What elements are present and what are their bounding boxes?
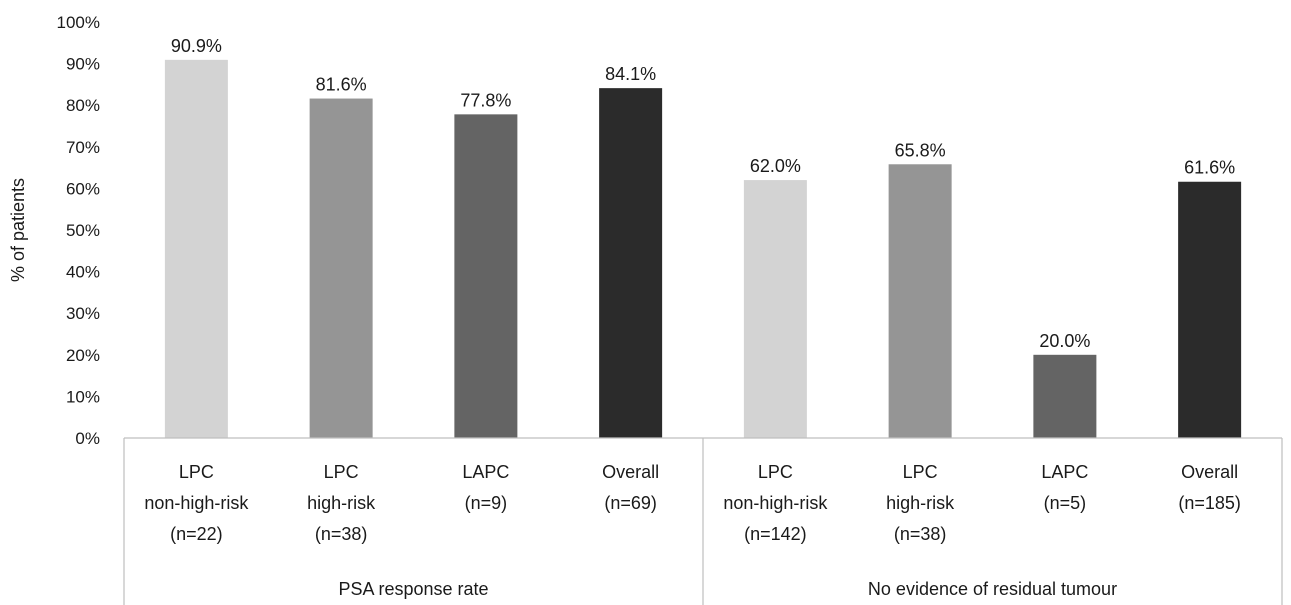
group-label: No evidence of residual tumour <box>868 579 1117 599</box>
bar <box>309 98 373 438</box>
y-tick-label: 80% <box>66 96 100 115</box>
bar <box>888 164 952 438</box>
y-tick-label: 70% <box>66 138 100 157</box>
bar <box>1033 354 1097 438</box>
bar <box>1178 181 1242 438</box>
bar <box>164 59 228 439</box>
category-labels: LPC non-high-risk (n=22) LPC high-risk (n=38)… <box>144 462 1241 544</box>
y-tick-label: 40% <box>66 263 100 282</box>
category-label: LAPC (n=9) <box>462 462 509 513</box>
category-label: LPC high-risk (n=38) <box>307 462 376 544</box>
category-label-line: Overall <box>1181 462 1238 482</box>
bar <box>599 88 663 439</box>
category-label-line: LAPC <box>462 462 509 482</box>
category-label: LPC non-high-risk (n=142) <box>723 462 828 544</box>
axes <box>123 437 1283 605</box>
y-tick-label: 10% <box>66 387 100 406</box>
category-label-line: Overall <box>602 462 659 482</box>
y-tick-label: 20% <box>66 346 100 365</box>
category-label: LPC high-risk (n=38) <box>886 462 955 544</box>
data-label: 20.0% <box>1039 331 1090 351</box>
data-label: 65.8% <box>895 140 946 160</box>
bar <box>454 114 518 439</box>
category-label-line: (n=9) <box>465 493 508 513</box>
category-label-line: (n=142) <box>744 524 807 544</box>
data-label: 81.6% <box>316 75 367 95</box>
y-axis-ticks: 0% 10% 20% 30% 40% 50% 60% 70% 80% 90% 100% <box>57 13 100 448</box>
data-labels: 90.9% 81.6% 77.8% 84.1% 62.0% 65.8% 20.0% 61.6% <box>171 36 1235 351</box>
data-label: 84.1% <box>605 64 656 84</box>
category-label-line: (n=185) <box>1178 493 1241 513</box>
category-label-line: high-risk <box>307 493 376 513</box>
category-label-line: (n=38) <box>894 524 947 544</box>
data-label: 61.6% <box>1184 158 1235 178</box>
category-label-line: non-high-risk <box>723 493 828 513</box>
y-tick-label: 90% <box>66 55 100 74</box>
category-label-line: LAPC <box>1041 462 1088 482</box>
data-label: 62.0% <box>750 156 801 176</box>
category-label: Overall (n=69) <box>602 462 659 513</box>
y-axis-label: % of patients <box>8 178 28 282</box>
group-label: PSA response rate <box>338 579 488 599</box>
category-label-line: LPC <box>758 462 793 482</box>
category-label-line: non-high-risk <box>144 493 249 513</box>
category-label-line: (n=38) <box>315 524 368 544</box>
category-label: Overall (n=185) <box>1178 462 1241 513</box>
y-tick-label: 0% <box>75 429 100 448</box>
data-label: 77.8% <box>460 90 511 110</box>
category-label: LPC non-high-risk (n=22) <box>144 462 249 544</box>
y-tick-label: 30% <box>66 304 100 323</box>
category-label-line: LPC <box>324 462 359 482</box>
y-tick-label: 100% <box>57 13 100 32</box>
category-label-line: LPC <box>179 462 214 482</box>
y-tick-label: 50% <box>66 221 100 240</box>
group-labels: PSA response rate No evidence of residual… <box>338 579 1117 599</box>
bars <box>164 59 1242 439</box>
category-label-line: (n=5) <box>1044 493 1087 513</box>
category-label-line: high-risk <box>886 493 955 513</box>
category-label-line: (n=22) <box>170 524 223 544</box>
category-label: LAPC (n=5) <box>1041 462 1088 513</box>
y-tick-label: 60% <box>66 179 100 198</box>
bar <box>743 180 807 438</box>
category-label-line: (n=69) <box>604 493 657 513</box>
category-label-line: LPC <box>903 462 938 482</box>
data-label: 90.9% <box>171 36 222 56</box>
